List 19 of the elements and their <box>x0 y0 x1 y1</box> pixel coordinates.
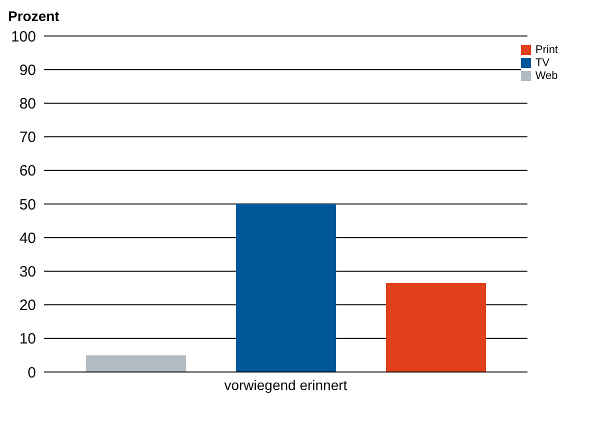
legend-label: Print <box>535 44 558 56</box>
bar <box>86 355 186 372</box>
bar <box>236 204 336 372</box>
y-tick-label: 60 <box>19 162 36 180</box>
legend-label: TV <box>535 57 550 69</box>
y-tick-label: 100 <box>10 28 36 46</box>
y-tick-label: 0 <box>28 364 36 382</box>
y-tick-label: 90 <box>19 62 36 79</box>
y-tick-label: 70 <box>19 129 36 146</box>
bar <box>386 282 486 372</box>
legend-label: Web <box>535 70 558 82</box>
y-axis-title: Prozent <box>8 8 60 24</box>
y-tick-label: 80 <box>19 96 36 113</box>
y-tick-label: 10 <box>19 330 36 348</box>
y-tick-label: 30 <box>19 264 36 281</box>
y-tick-label: 40 <box>19 230 36 247</box>
x-tick-label: vorwiegend erinnert <box>224 376 348 393</box>
y-tick-label: 20 <box>19 297 36 314</box>
y-tick-label: 50 <box>19 196 36 214</box>
